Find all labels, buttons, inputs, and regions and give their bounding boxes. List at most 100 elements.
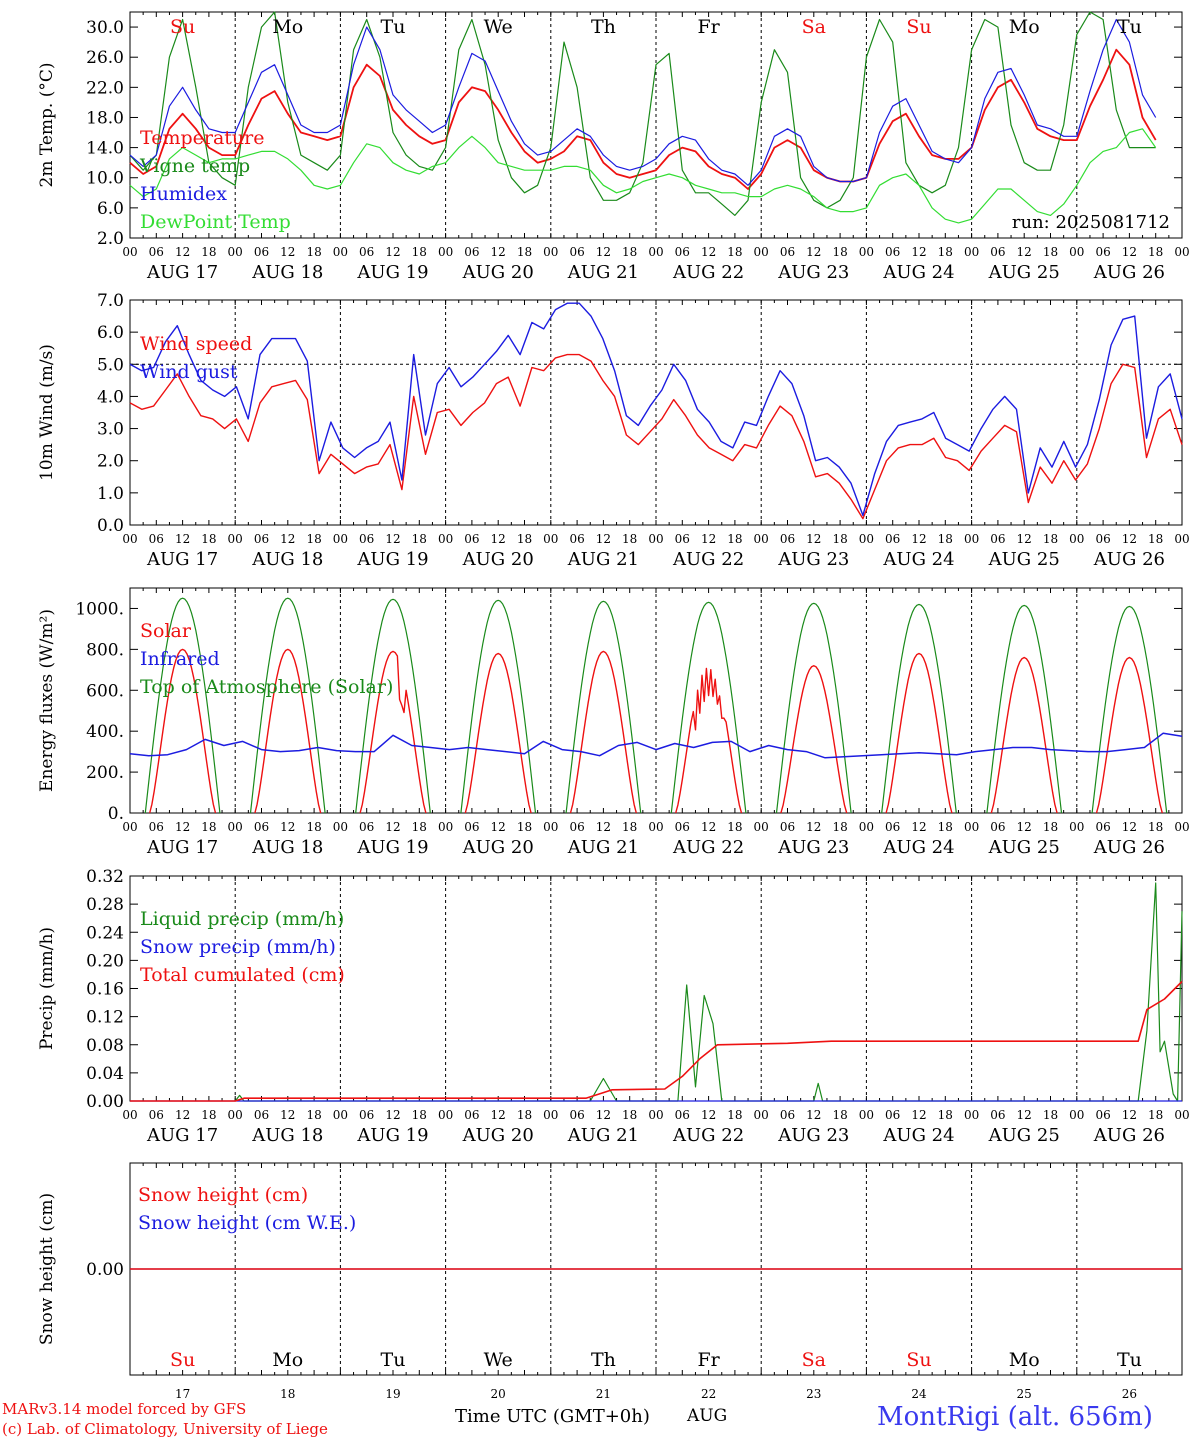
hour-tick-label: 06 xyxy=(885,245,900,259)
solar-line xyxy=(885,652,953,814)
temp-tick-label: 2.0 xyxy=(97,229,124,249)
legend-entry: Snow height (cm) xyxy=(138,1184,308,1206)
precip-tick-label: 0.00 xyxy=(86,1092,124,1112)
date-label: AUG 17 xyxy=(146,262,218,283)
date-label: AUG 24 xyxy=(882,837,954,858)
hour-tick-label: 06 xyxy=(780,820,795,834)
hour-tick-label: 18 xyxy=(938,245,953,259)
hour-tick-label: 06 xyxy=(569,245,584,259)
precip-tick-label: 0.24 xyxy=(86,923,124,943)
temp-tick-label: 22.0 xyxy=(86,78,124,98)
run-annotation: run: 2025081712 xyxy=(1012,212,1170,233)
hour-tick-label: 12 xyxy=(175,820,190,834)
precip-axis-label: Precip (mm/h) xyxy=(37,927,57,1050)
precip-tick-label: 0.04 xyxy=(86,1064,124,1084)
date-label: AUG 22 xyxy=(672,1125,744,1146)
date-label: AUG 22 xyxy=(672,262,744,283)
hour-tick-label: 12 xyxy=(1017,1108,1032,1122)
hour-tick-label: 18 xyxy=(517,245,532,259)
temp-tick-label: 26.0 xyxy=(86,48,124,68)
toa-solar-line xyxy=(881,603,957,814)
date-label: AUG 23 xyxy=(777,1125,849,1146)
model-credit: MARv3.14 model forced by GFS xyxy=(2,1400,247,1418)
hour-tick-label: 06 xyxy=(569,1108,584,1122)
toa-solar-line xyxy=(986,604,1063,814)
plot-frame xyxy=(129,299,1183,526)
hour-tick-label: 06 xyxy=(1095,245,1110,259)
temp-tick-label: 18.0 xyxy=(86,108,124,128)
hour-tick-label: 06 xyxy=(675,820,690,834)
hour-tick-label: 06 xyxy=(780,1108,795,1122)
legend-entry: DewPoint Temp xyxy=(140,211,291,233)
hour-tick-label: 06 xyxy=(990,1108,1005,1122)
hour-tick-label: 12 xyxy=(491,245,506,259)
date-label: AUG 19 xyxy=(356,1125,428,1146)
hour-tick-label: 18 xyxy=(1043,532,1058,546)
energy-tick-label: 600. xyxy=(86,681,124,701)
hour-tick-label: 18 xyxy=(201,820,216,834)
hour-tick-label: 18 xyxy=(517,532,532,546)
hour-tick-label: 00 xyxy=(122,245,137,259)
hour-tick-label: 06 xyxy=(885,820,900,834)
date-label: AUG 20 xyxy=(462,1125,534,1146)
energy-tick-label: 400. xyxy=(86,722,124,742)
date-label: AUG 19 xyxy=(356,837,428,858)
weekday-label: Fr xyxy=(697,16,720,38)
hour-tick-label: 06 xyxy=(885,532,900,546)
hour-tick-label: 18 xyxy=(1148,1108,1163,1122)
hour-tick-label: 18 xyxy=(1043,1108,1058,1122)
date-label: AUG 24 xyxy=(882,262,954,283)
date-label: AUG 18 xyxy=(251,549,323,570)
wind-tick-label: 1.0 xyxy=(97,484,124,504)
energy-axis-label: Energy fluxes (W/m²) xyxy=(37,609,57,792)
hour-tick-label: 06 xyxy=(675,532,690,546)
date-label: AUG 17 xyxy=(146,837,218,858)
hour-tick-label: 18 xyxy=(727,1108,742,1122)
weekday-label: Sa xyxy=(802,1349,826,1371)
temp-series-line xyxy=(129,11,1156,216)
hour-tick-label: 06 xyxy=(254,532,269,546)
hour-tick-label: 00 xyxy=(1174,820,1189,834)
precip-tick-label: 0.16 xyxy=(86,980,124,1000)
hour-tick-label: 12 xyxy=(806,245,821,259)
hour-tick-label: 00 xyxy=(1174,245,1189,259)
hour-tick-label: 12 xyxy=(1122,1108,1137,1122)
hour-tick-label: 06 xyxy=(359,1108,374,1122)
date-label: AUG 18 xyxy=(251,1125,323,1146)
date-label: AUG 17 xyxy=(146,549,218,570)
temp-series-line xyxy=(129,18,1157,186)
day-number-label: 21 xyxy=(596,1387,611,1401)
hour-tick-label: 18 xyxy=(622,820,637,834)
hour-tick-label: 18 xyxy=(306,820,321,834)
solar-line xyxy=(254,648,322,814)
hour-tick-label: 00 xyxy=(964,245,979,259)
hour-tick-label: 00 xyxy=(859,1108,874,1122)
hour-tick-label: 12 xyxy=(280,820,295,834)
hour-tick-label: 00 xyxy=(964,1108,979,1122)
hour-tick-label: 00 xyxy=(333,820,348,834)
hour-tick-label: 00 xyxy=(964,820,979,834)
hour-tick-label: 12 xyxy=(1122,245,1137,259)
date-label: AUG 25 xyxy=(988,262,1060,283)
legend-entry: Wind speed xyxy=(140,333,252,355)
day-number-label: 24 xyxy=(911,1387,927,1401)
temp-tick-label: 14.0 xyxy=(86,139,124,159)
wind-tick-label: 2.0 xyxy=(97,452,124,472)
precip-series-line xyxy=(234,882,1183,1102)
day-number-label: 17 xyxy=(175,1387,190,1401)
hour-tick-label: 06 xyxy=(254,1108,269,1122)
hour-tick-label: 18 xyxy=(832,245,847,259)
date-label: AUG 21 xyxy=(567,1125,639,1146)
hour-tick-label: 12 xyxy=(280,532,295,546)
toa-solar-line xyxy=(355,598,431,814)
hour-tick-label: 06 xyxy=(464,532,479,546)
hour-tick-label: 00 xyxy=(964,532,979,546)
weekday-label: Th xyxy=(591,16,616,38)
hour-tick-label: 00 xyxy=(754,532,769,546)
solar-line xyxy=(569,650,637,814)
hour-tick-label: 00 xyxy=(122,532,137,546)
legend-entry: Humidex xyxy=(140,183,227,205)
hour-tick-label: 06 xyxy=(359,532,374,546)
hour-tick-label: 06 xyxy=(1095,532,1110,546)
